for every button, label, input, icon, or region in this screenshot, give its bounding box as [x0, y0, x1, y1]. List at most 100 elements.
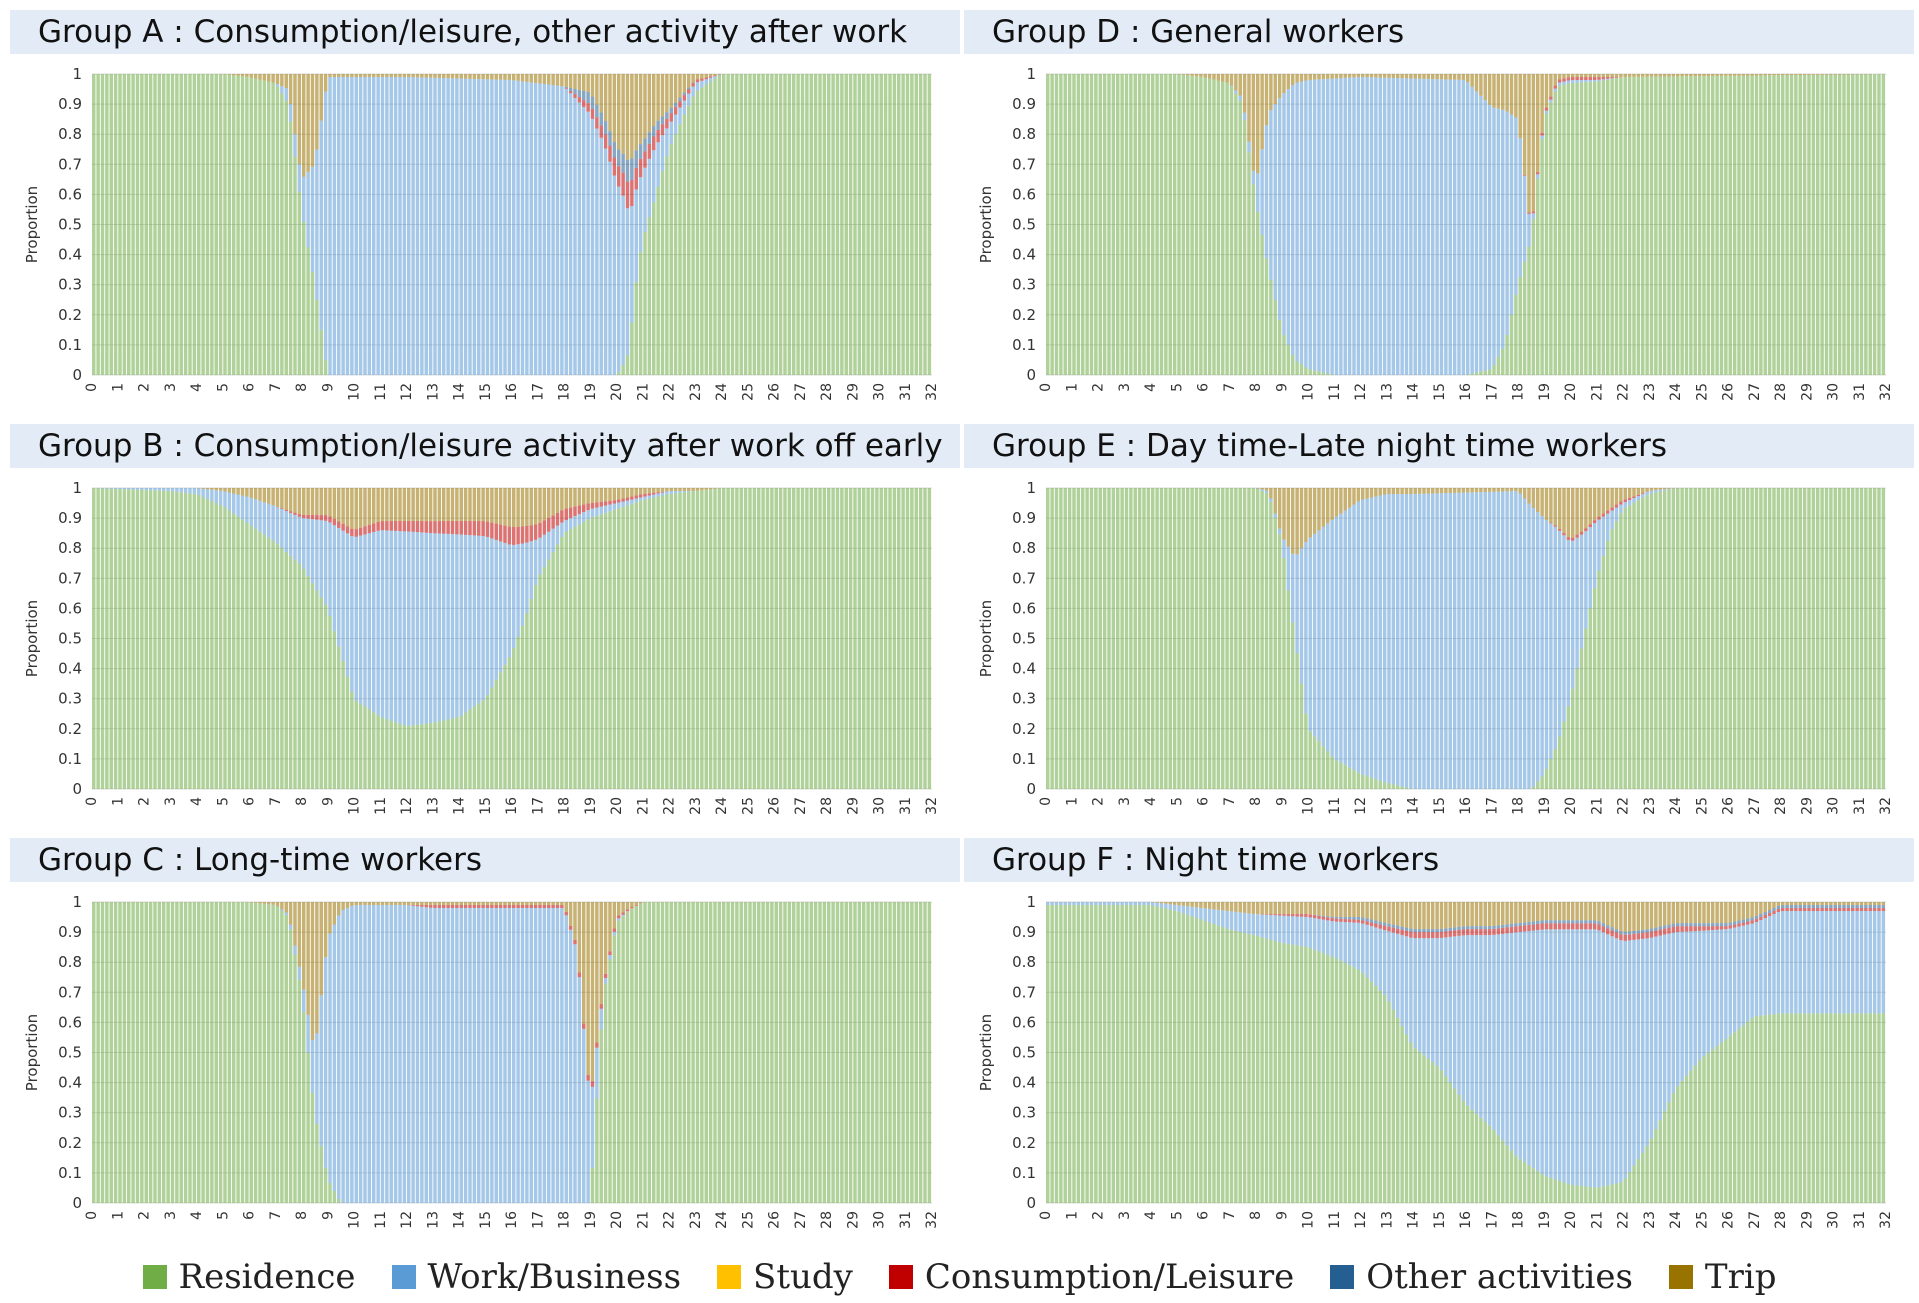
bar-segment: [1409, 1042, 1413, 1203]
bar-segment: [643, 74, 647, 139]
bar-segment: [1566, 537, 1571, 540]
bar-segment: [542, 534, 547, 568]
bar-segment: [332, 631, 337, 789]
bar-segment: [560, 902, 564, 906]
bar-segment: [538, 537, 542, 575]
bar-segment: [1194, 907, 1199, 918]
bar-segment: [1356, 916, 1361, 920]
bar-segment: [1711, 488, 1715, 789]
bar-segment: [1597, 81, 1601, 376]
bar-segment: [1798, 908, 1802, 912]
bar-segment: [792, 488, 796, 789]
bar-segment: [1247, 913, 1251, 934]
bar-segment: [1352, 770, 1356, 789]
bar-segment: [608, 504, 612, 512]
bar-segment: [1457, 935, 1461, 1095]
bar-segment: [1352, 74, 1356, 78]
bar-segment: [560, 536, 564, 789]
bar-segment: [1435, 938, 1439, 1066]
bar-segment: [1238, 100, 1242, 375]
bar-segment: [761, 74, 765, 375]
bar-segment: [1654, 492, 1658, 789]
bar-segment: [1872, 911, 1877, 1014]
bar-segment: [1697, 488, 1702, 789]
bar-segment: [1645, 1146, 1649, 1203]
bar-segment: [1697, 930, 1702, 1061]
bar-segment: [1658, 74, 1662, 77]
bar-segment: [739, 74, 743, 375]
bar-segment: [1505, 927, 1509, 934]
bar-segment: [870, 488, 875, 789]
bar-segment: [673, 114, 678, 135]
bar-segment: [1636, 488, 1641, 495]
bar-segment: [306, 488, 310, 515]
bar-segment: [1317, 915, 1321, 919]
bar-segment: [1772, 74, 1776, 76]
bar-segment: [1330, 488, 1334, 520]
bar-segment: [1654, 902, 1658, 928]
bar-segment: [485, 902, 490, 905]
bar-segment: [1689, 926, 1693, 932]
bar-segment: [1409, 788, 1413, 789]
bar-segment: [1514, 932, 1518, 1156]
bar-segment: [765, 902, 770, 1203]
y-tick-label: 0.5: [58, 216, 82, 234]
x-tick-label: 26: [1721, 797, 1737, 815]
bar-segment: [1881, 74, 1886, 375]
bar-segment: [1549, 99, 1553, 103]
bar-segment: [302, 514, 306, 519]
bar-segment: [612, 500, 617, 504]
bar-segment: [1072, 902, 1076, 906]
bar-segment: [1881, 911, 1886, 1014]
bar-segment: [603, 512, 608, 789]
x-tick-label: 4: [189, 383, 205, 392]
bar-segment: [1216, 488, 1221, 789]
bar-segment: [1063, 74, 1067, 375]
y-tick-label: 0.9: [58, 923, 82, 941]
x-tick-label: 16: [504, 383, 520, 401]
bar-segment: [1527, 924, 1531, 931]
bar-segment: [625, 500, 630, 506]
bar-segment: [472, 535, 477, 707]
bar-segment: [704, 488, 708, 490]
bar-segment: [210, 489, 214, 502]
bar-segment: [621, 74, 625, 154]
bar-segment: [1606, 513, 1610, 541]
bar-segment: [678, 491, 682, 493]
bar-segment: [1396, 488, 1400, 495]
bar-segment: [1295, 74, 1299, 83]
bar-segment: [1645, 74, 1649, 77]
x-tick-label: 32: [1878, 797, 1894, 815]
bar-segment: [1291, 916, 1295, 945]
bar-segment: [1229, 488, 1234, 789]
bar-segment: [1632, 502, 1636, 789]
bar-segment: [1759, 74, 1763, 76]
bar-segment: [319, 488, 323, 516]
bar-segment: [1361, 972, 1365, 1203]
bar-segment: [603, 74, 608, 122]
bar-segment: [1802, 488, 1807, 789]
bar-segment: [1470, 1109, 1474, 1203]
x-tick-label: 11: [1327, 797, 1343, 815]
bar-segment: [398, 77, 402, 375]
bar-segment: [144, 488, 148, 491]
bar-segment: [617, 186, 621, 373]
bar-segment: [678, 97, 682, 102]
bar-segment: [315, 488, 319, 515]
bar-segment: [1859, 908, 1864, 912]
bar-segment: [827, 488, 831, 789]
bar-segment: [503, 908, 507, 1203]
bar-segment: [96, 74, 100, 375]
bar-segment: [197, 902, 201, 1203]
bar-segment: [1326, 751, 1330, 790]
bar-segment: [708, 76, 713, 78]
bar-segment: [1658, 76, 1662, 375]
bar-segment: [1102, 74, 1107, 375]
bar-segment: [770, 74, 774, 375]
bar-segment: [840, 488, 844, 789]
bar-segment: [1579, 82, 1584, 376]
bar-segment: [1728, 74, 1732, 76]
bar-segment: [1474, 902, 1479, 927]
bar-segment: [1553, 923, 1557, 930]
bar-segment: [1632, 933, 1636, 940]
